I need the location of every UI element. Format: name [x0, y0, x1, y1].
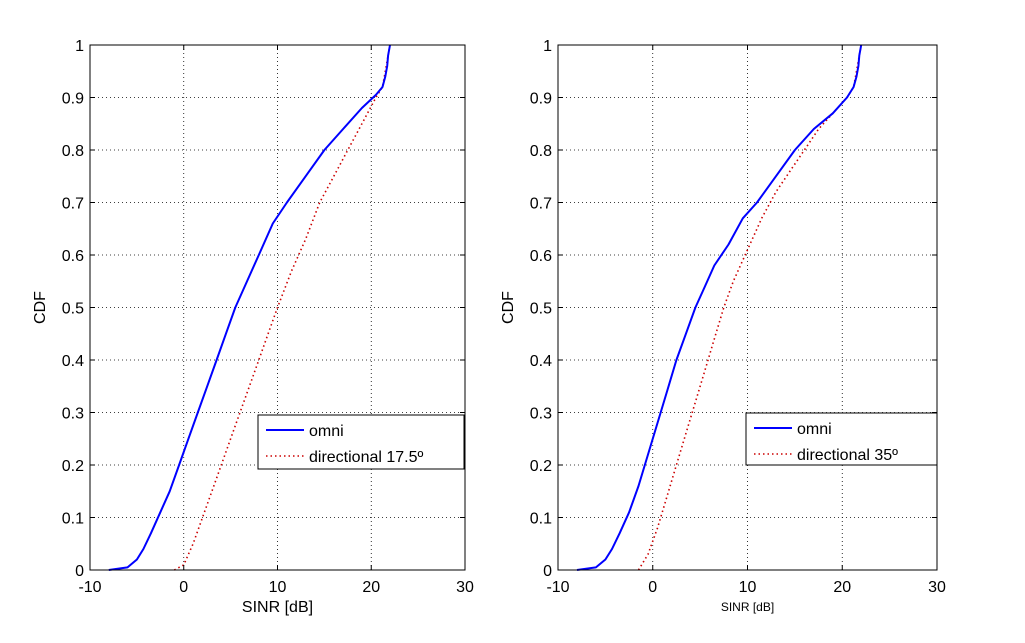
y-tick-label: 0.7: [530, 196, 552, 213]
x-axis-label: SINR [dB]: [721, 600, 774, 614]
y-tick-label: 0.4: [62, 353, 84, 370]
y-tick-label: 0.7: [62, 196, 84, 213]
y-tick-label: 0.2: [62, 458, 84, 475]
y-tick-label: 0.4: [530, 353, 552, 370]
y-tick-label: 0.9: [530, 91, 552, 108]
x-tick-label: 10: [269, 579, 287, 596]
x-tick-label: -10: [78, 579, 101, 596]
legend-box: [745, 412, 938, 466]
y-tick-label: 0.9: [62, 91, 84, 108]
x-axis-label: SINR [dB]: [242, 599, 313, 616]
x-tick-label: 0: [648, 579, 657, 596]
x-tick-label: 0: [179, 579, 188, 596]
left-plot: -10 0 10 20 3000.10.20.30.40.50.60.70.80.91S…: [32, 38, 474, 616]
y-tick-label: 0.1: [62, 511, 84, 528]
y-tick-label: 0.5: [62, 301, 84, 318]
y-tick-label: 0.8: [62, 143, 84, 160]
omni-series-line: [576, 44, 863, 571]
legend: omni directional 17.5º: [257, 414, 465, 470]
legend-box: [257, 414, 465, 470]
directional-series-line: [174, 44, 391, 571]
y-tick-label: 0.1: [530, 511, 552, 528]
y-tick-label: 0.6: [62, 248, 84, 265]
legend: omni directional 35º: [745, 412, 938, 466]
x-tick-label: 30: [456, 579, 474, 596]
y-tick-label: 0.6: [530, 248, 552, 265]
y-tick-label: 0.3: [530, 406, 552, 423]
y-tick-label: 0.2: [530, 458, 552, 475]
y-tick-label: 0: [75, 563, 84, 580]
legend-label: directional 35º: [797, 447, 898, 464]
y-tick-label: 1: [75, 38, 84, 55]
right-plot: -10 0 10 20 3000.10.20.30.40.50.60.70.80.91S…: [500, 38, 946, 614]
x-tick-label: -10: [546, 579, 569, 596]
directional-series-line: [637, 44, 862, 571]
y-tick-label: 0.3: [62, 406, 84, 423]
y-tick-label: 0.5: [530, 301, 552, 318]
y-axis-label: CDF: [500, 291, 517, 324]
x-tick-label: 20: [362, 579, 380, 596]
legend-label: directional 17.5º: [309, 449, 424, 466]
y-tick-label: 1: [543, 38, 552, 55]
legend-label: omni: [797, 421, 832, 438]
x-tick-label: 10: [739, 579, 757, 596]
y-axis-label: CDF: [32, 291, 49, 324]
omni-series-line: [108, 44, 391, 571]
y-tick-label: 0: [543, 563, 552, 580]
y-tick-label: 0.8: [530, 143, 552, 160]
x-tick-label: 20: [833, 579, 851, 596]
x-tick-label: 30: [928, 579, 946, 596]
legend-label: omni: [309, 423, 344, 440]
